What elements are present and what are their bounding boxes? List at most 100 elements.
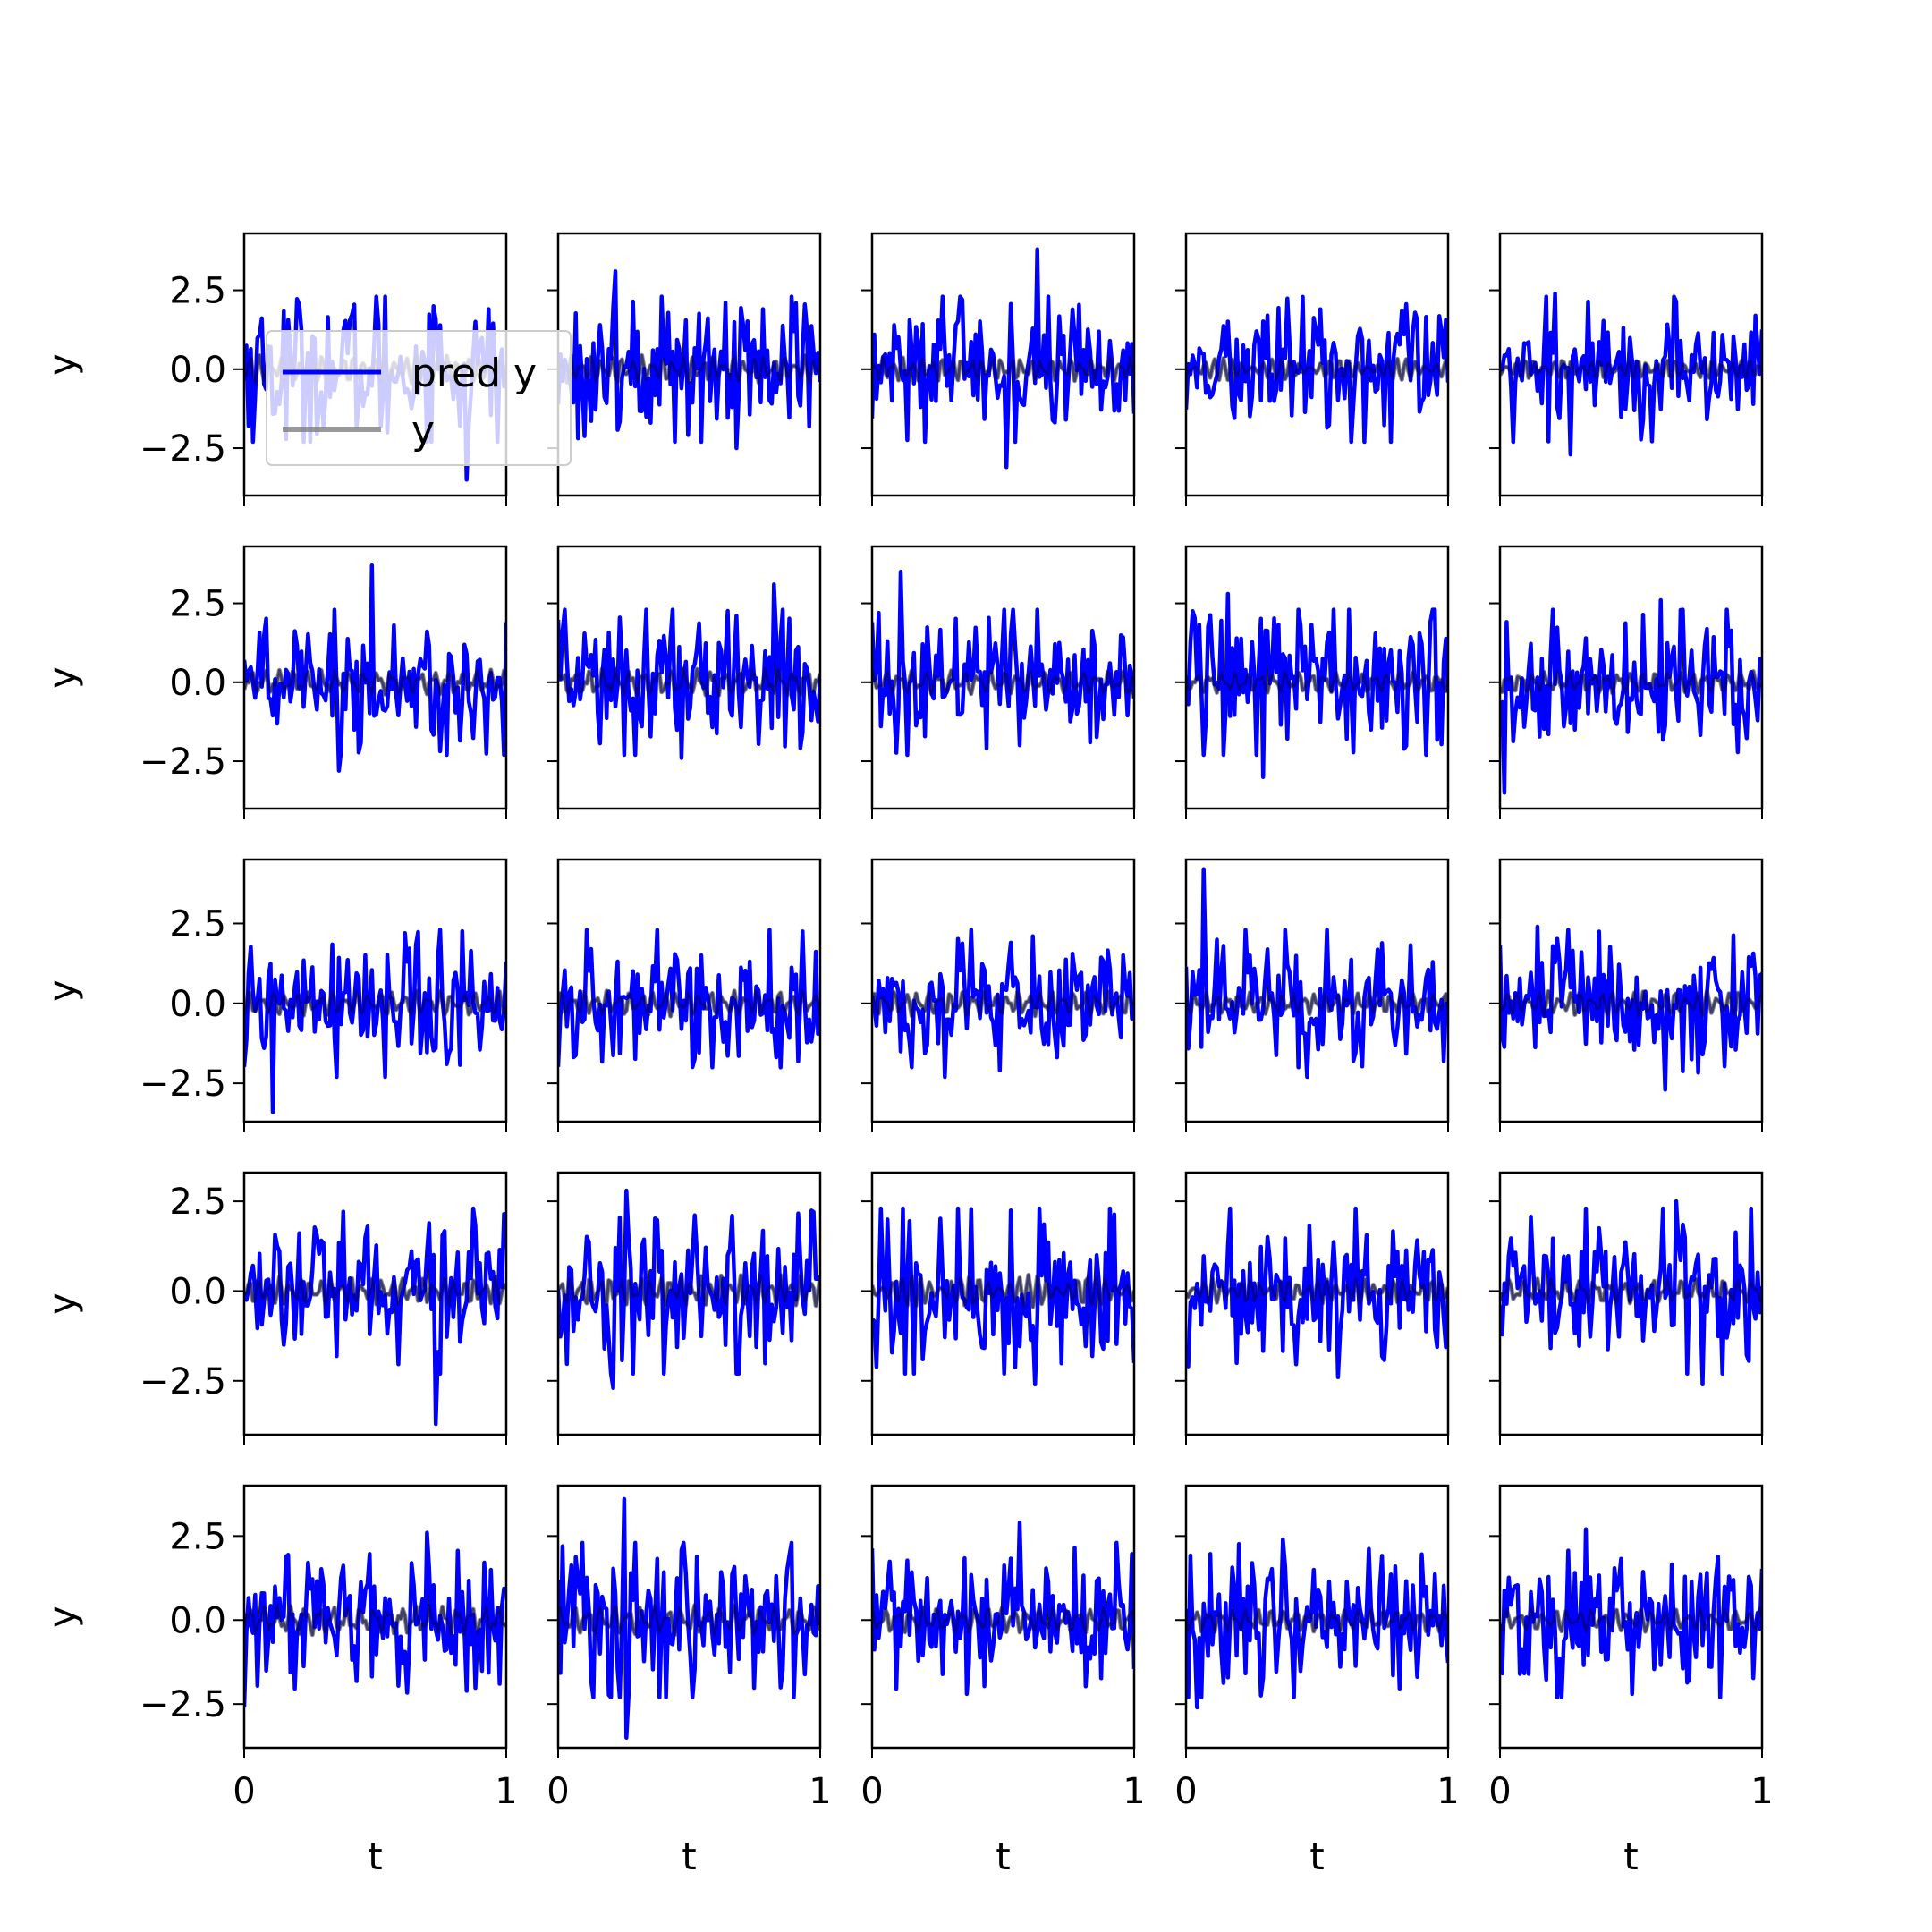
series-y-overlay-line — [244, 668, 506, 696]
series-y-overlay-line — [558, 666, 820, 698]
subplot-frame — [1498, 1484, 1764, 1750]
x-axis-label: t — [996, 1835, 1010, 1878]
series-pred-y-line — [1500, 924, 1762, 1092]
series-pred-y-line — [872, 247, 1134, 470]
y-axis-label: y — [40, 979, 84, 1002]
x-axis-label: t — [682, 1835, 696, 1878]
x-tick-label: 0 — [1488, 1771, 1511, 1812]
y-axis-label: y — [40, 666, 84, 689]
subplot-frame — [556, 858, 822, 1123]
series-y-overlay-line — [872, 668, 1134, 696]
series-y-overlay-line — [1500, 1606, 1762, 1633]
series-pred-y-line — [872, 1521, 1134, 1697]
x-tick-label: 1 — [1436, 1771, 1459, 1812]
series-y-overlay-line — [1500, 1277, 1762, 1305]
y-tick-label: 0.0 — [169, 984, 226, 1025]
series-pred-y-line — [558, 1496, 820, 1740]
series-pred-y-line — [1500, 1527, 1762, 1699]
x-tick-label: 0 — [1174, 1771, 1197, 1812]
subplot-frame — [556, 545, 822, 810]
series-y-overlay-line — [1500, 358, 1762, 379]
x-tick-label: 1 — [1123, 1771, 1145, 1812]
y-axis-label: y — [40, 1606, 84, 1628]
y-tick-label: −2.5 — [140, 1063, 226, 1105]
series-pred-y-line — [1186, 1537, 1448, 1710]
y-tick-label: 2.5 — [169, 271, 226, 312]
series-pred-y-line — [558, 269, 820, 451]
series-pred-y-line — [244, 1530, 506, 1707]
series-y-overlay-line — [872, 1274, 1134, 1309]
subplot-frame — [556, 1171, 822, 1436]
y-tick-label: 2.5 — [169, 903, 226, 945]
y-tick-label: 0.0 — [169, 350, 226, 391]
subplot-frame — [1184, 858, 1450, 1123]
subplot-frame — [1184, 1484, 1450, 1750]
series-y-overlay-line — [244, 1275, 506, 1307]
series-pred-y-line — [872, 1206, 1134, 1387]
x-tick-label: 0 — [860, 1771, 883, 1812]
series-pred-y-line — [244, 563, 506, 773]
subplot-frame — [1498, 232, 1764, 497]
legend-pred-y-label: pred y — [411, 351, 537, 396]
series-y-overlay-line — [1500, 989, 1762, 1018]
series-pred-y-line — [1500, 291, 1762, 457]
x-tick-label: 1 — [1750, 1771, 1773, 1812]
series-pred-y-line — [1186, 867, 1448, 1080]
x-axis-label: t — [1309, 1835, 1324, 1878]
series-pred-y-line — [244, 928, 506, 1114]
y-tick-label: 2.5 — [169, 1182, 226, 1223]
series-y-overlay-line — [558, 1274, 820, 1308]
x-axis-label: t — [368, 1835, 382, 1878]
y-axis-label: y — [40, 353, 84, 376]
series-y-overlay-line — [244, 989, 506, 1017]
subplot-frame — [870, 1484, 1136, 1750]
y-tick-label: −2.5 — [140, 428, 226, 470]
subplot-frame — [1498, 858, 1764, 1123]
subplot-frame — [556, 1484, 822, 1750]
subplot-frame — [1184, 1171, 1450, 1436]
subplot-frame — [242, 545, 508, 810]
series-y-overlay-line — [244, 1604, 506, 1637]
series-y-overlay-line — [1186, 670, 1448, 694]
series-pred-y-line — [872, 928, 1134, 1080]
y-tick-label: −2.5 — [140, 1684, 226, 1725]
series-y-overlay-line — [1500, 670, 1762, 695]
subplot-frame — [1184, 545, 1450, 810]
series-pred-y-line — [1186, 591, 1448, 779]
y-tick-label: 2.5 — [169, 1516, 226, 1557]
y-axis-label: y — [40, 1292, 84, 1315]
x-tick-label: 0 — [233, 1771, 255, 1812]
y-tick-label: 0.0 — [169, 1600, 226, 1641]
series-pred-y-line — [1500, 597, 1762, 795]
subplot-frame — [1184, 232, 1450, 497]
x-tick-label: 0 — [547, 1771, 569, 1812]
y-tick-label: 2.5 — [169, 584, 226, 625]
series-y-overlay-line — [872, 989, 1134, 1018]
x-tick-label: 1 — [809, 1771, 831, 1812]
subplot-frame — [242, 858, 508, 1123]
series-y-overlay-line — [558, 1604, 820, 1637]
subplot-frame — [1498, 1171, 1764, 1436]
series-y-overlay-line — [1186, 1608, 1448, 1633]
subplot-frame — [870, 232, 1136, 497]
series-y-overlay-line — [872, 355, 1134, 383]
y-tick-label: 0.0 — [169, 1271, 226, 1312]
series-pred-y-line — [872, 569, 1134, 758]
subplot-frame — [870, 858, 1136, 1123]
subplot-frame — [870, 1171, 1136, 1436]
series-y-overlay-line — [1186, 990, 1448, 1016]
series-pred-y-line — [1186, 294, 1448, 445]
series-y-overlay-line — [872, 1605, 1134, 1634]
x-tick-label: 1 — [495, 1771, 517, 1812]
subplot-frame — [242, 1171, 508, 1436]
x-axis-label: t — [1623, 1835, 1638, 1878]
subplot-frame — [870, 545, 1136, 810]
series-pred-y-line — [558, 928, 820, 1070]
series-pred-y-line — [1500, 1199, 1762, 1387]
series-y-overlay-line — [558, 353, 820, 386]
series-y-overlay-line — [1186, 357, 1448, 382]
y-tick-label: −2.5 — [140, 1361, 226, 1402]
series-pred-y-line — [244, 1206, 506, 1427]
legend-y-label: y — [411, 408, 435, 453]
